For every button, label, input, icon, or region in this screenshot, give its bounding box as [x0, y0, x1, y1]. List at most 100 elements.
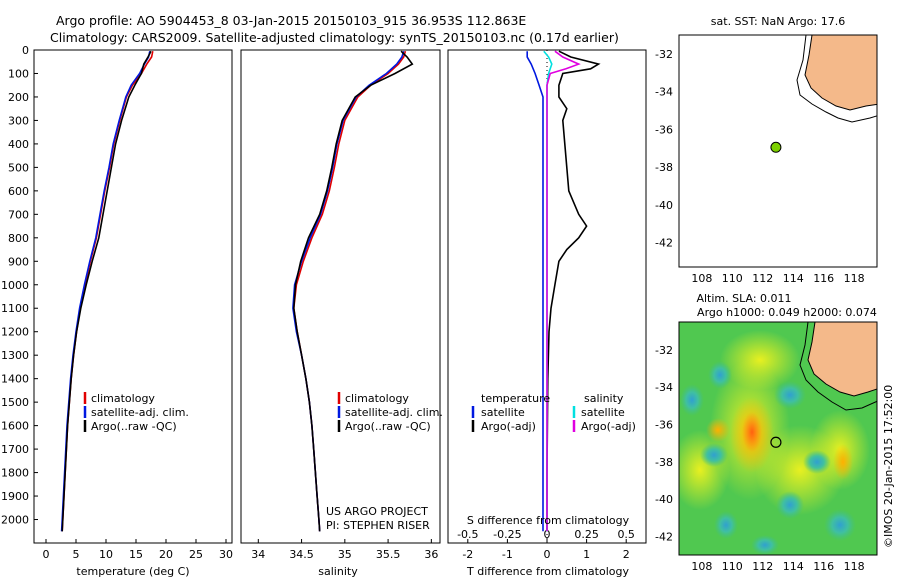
x-tick-label: 25 [189, 548, 203, 561]
y-tick-label: 1300 [1, 349, 29, 362]
legend-label-climatology: climatology [91, 392, 155, 405]
sst-map [678, 34, 878, 268]
x-tick-label: 2 [623, 548, 630, 561]
map-y-tick-label: -34 [655, 86, 673, 99]
legend-title-salinity: salinity [584, 392, 624, 405]
map-x-tick-label: 110 [722, 272, 743, 285]
legend-label-climatology: climatology [345, 392, 409, 405]
x-tick-label: 1 [583, 548, 590, 561]
map-x-tick-label: 116 [813, 272, 834, 285]
map-y-tick-label: -32 [655, 48, 673, 61]
map-y-tick-label: -38 [655, 161, 673, 174]
title-line-2: Climatology: CARS2009. Satellite-adjuste… [50, 30, 619, 45]
y-tick-label: 1500 [1, 396, 29, 409]
y-tick-label: 200 [8, 91, 29, 104]
sla-anomaly-orange [706, 418, 730, 442]
x-tick-label: 35 [338, 548, 352, 561]
y-tick-label: 1200 [1, 326, 29, 339]
title-line-1: Argo profile: AO 5904453_8 03-Jan-2015 2… [56, 13, 526, 28]
legend-title-temperature: temperature [481, 392, 550, 405]
x-tick-label-top: 0.5 [617, 528, 635, 541]
y-tick-label: 500 [8, 161, 29, 174]
legend-label-t-argo: Argo(-adj) [481, 420, 536, 433]
difference-legend: temperature salinity satellite Argo(-adj… [471, 392, 636, 433]
map-y-tick-label: -32 [655, 344, 673, 357]
x-tick-label: -2 [462, 548, 473, 561]
x-tick-label: -1 [502, 548, 513, 561]
temperature-axes [33, 49, 233, 544]
series-group [526, 50, 601, 532]
map-y-tick-label: -42 [655, 236, 673, 249]
legend-label-satellite: satellite-adj. clim. [91, 406, 189, 419]
x-tick-label: 36 [424, 548, 438, 561]
x-tick-label: 30 [219, 548, 233, 561]
map-x-tick-label: 118 [844, 560, 865, 573]
sla-anomaly-blue [774, 381, 806, 409]
sla-anomaly-blue [803, 450, 831, 474]
series-line-s-argo-adj- [546, 50, 581, 532]
tick-layer: 0100200300400500600700800900100011001200… [1, 44, 865, 573]
x-tick-label: 15 [129, 548, 143, 561]
x-tick-label: 0 [43, 548, 50, 561]
series-line-argo-raw-qc- [61, 50, 152, 532]
map-y-tick-label: -42 [655, 530, 673, 543]
series-group [60, 50, 154, 532]
map-y-tick-label: -40 [655, 493, 673, 506]
y-tick-label: 400 [8, 138, 29, 151]
sla-map [678, 321, 878, 556]
x-tick-label: 10 [99, 548, 113, 561]
legend-label-satellite: satellite-adj. clim. [345, 406, 443, 419]
y-tick-label: 1000 [1, 279, 29, 292]
legend-label-argo: Argo(..raw -QC) [91, 420, 177, 433]
x-tick-label: 5 [73, 548, 80, 561]
y-tick-label: 800 [8, 232, 29, 245]
y-tick-label: 1800 [1, 467, 29, 480]
x-tick-label: 34 [251, 548, 265, 561]
series-line-argo-raw-qc- [292, 50, 414, 532]
map-x-tick-label: 108 [691, 560, 712, 573]
map-y-tick-label: -40 [655, 199, 673, 212]
y-tick-label: 900 [8, 255, 29, 268]
x-tick-label-top: -0.5 [457, 528, 478, 541]
series-line-t-satellite [526, 51, 544, 532]
map-y-tick-label: -34 [655, 381, 673, 394]
x-tick-label-top: -0.25 [493, 528, 521, 541]
sst-map-frame [678, 34, 878, 268]
map-x-tick-label: 108 [691, 272, 712, 285]
map-y-tick-label: -36 [655, 419, 673, 432]
y-tick-label: 2000 [1, 514, 29, 527]
sla-anomaly-yellow [720, 330, 800, 390]
y-tick-label: 1900 [1, 490, 29, 503]
map-x-tick-label: 118 [844, 272, 865, 285]
sla-anomaly-blue [776, 491, 804, 519]
y-tick-label: 1400 [1, 373, 29, 386]
land [807, 322, 877, 397]
map-y-tick-label: -38 [655, 456, 673, 469]
shelf-contour [799, 322, 877, 411]
x-tick-label: 20 [159, 548, 173, 561]
map-x-tick-label: 110 [722, 560, 743, 573]
y-tick-label: 300 [8, 114, 29, 127]
x-tick-label: 35.5 [376, 548, 401, 561]
series-layer [60, 50, 601, 532]
legend-label-t-satellite: satellite [481, 406, 525, 419]
sla-map-title-line-1: Altim. SLA: 0.011 [696, 292, 791, 305]
legend-label-s-satellite: satellite [581, 406, 625, 419]
y-tick-label: 100 [8, 67, 29, 80]
difference-xlabel: T difference from climatology [466, 565, 629, 578]
y-tick-label: 700 [8, 208, 29, 221]
y-tick-label: 1700 [1, 443, 29, 456]
x-tick-label: 0 [544, 548, 551, 561]
legend-label-argo: Argo(..raw -QC) [345, 420, 431, 433]
map-x-tick-label: 114 [783, 272, 804, 285]
x-tick-label: 34.5 [289, 548, 314, 561]
sla-anomaly-blue [680, 384, 704, 416]
project-annotation: US ARGO PROJECT [326, 505, 428, 518]
temperature-legend: climatology satellite-adj. clim. Argo(..… [83, 392, 189, 433]
y-tick-label: 600 [8, 185, 29, 198]
map-x-tick-label: 116 [813, 560, 834, 573]
series-group [292, 50, 414, 532]
sst-map-title: sat. SST: NaN Argo: 17.6 [711, 15, 845, 28]
map-x-tick-label: 112 [752, 560, 773, 573]
